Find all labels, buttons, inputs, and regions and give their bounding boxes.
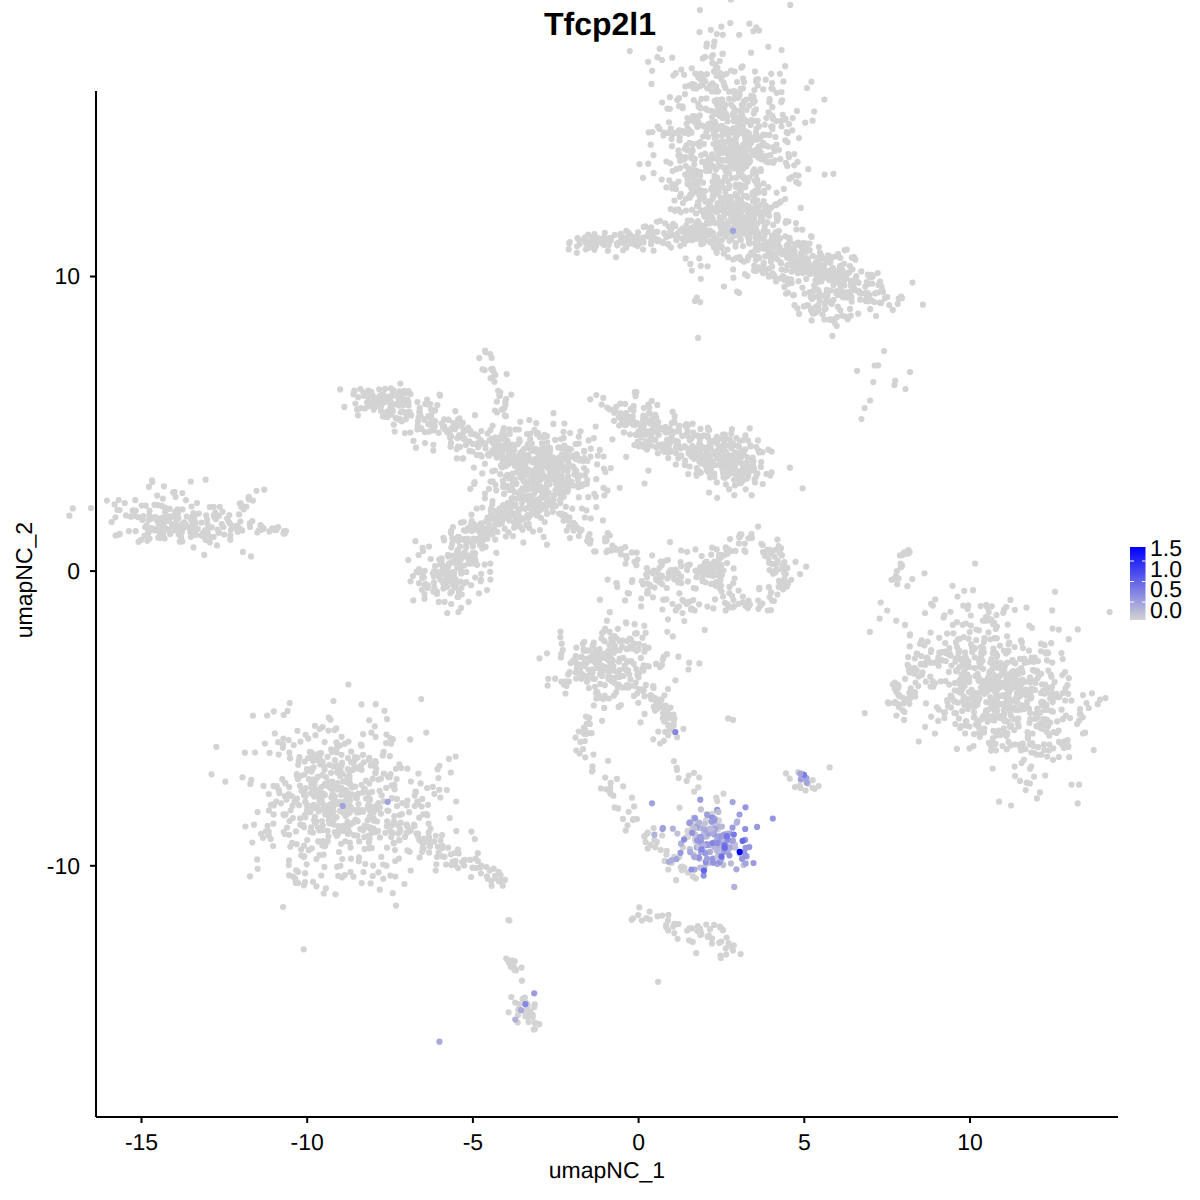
svg-text:0: 0	[632, 1129, 645, 1155]
svg-text:-10: -10	[47, 853, 80, 879]
svg-text:0: 0	[67, 558, 80, 584]
svg-text:-5: -5	[463, 1129, 483, 1155]
svg-text:10: 10	[957, 1129, 983, 1155]
svg-text:10: 10	[54, 263, 80, 289]
svg-text:umapNC_2: umapNC_2	[11, 522, 37, 638]
svg-text:-10: -10	[291, 1129, 324, 1155]
svg-text:0.0: 0.0	[1150, 597, 1182, 623]
svg-text:-15: -15	[125, 1129, 158, 1155]
svg-text:5: 5	[798, 1129, 811, 1155]
